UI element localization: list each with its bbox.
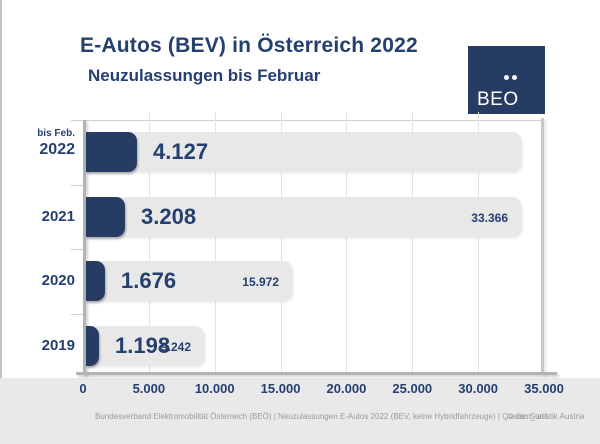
beo-logo: BEO	[468, 46, 545, 114]
bar-total-label: 33.366	[471, 210, 508, 225]
x-axis-line	[76, 372, 557, 375]
logo-dots-icon	[504, 75, 517, 80]
axis-strip	[0, 378, 600, 444]
bar-value-label: 1.676	[121, 268, 177, 293]
bar-fill	[86, 325, 99, 366]
bar-fill	[86, 132, 137, 172]
gridline	[214, 112, 216, 372]
x-tick-label: 25.000	[392, 381, 433, 396]
bar-value-label: 3.208	[141, 203, 197, 229]
bar-track	[86, 261, 293, 301]
bar-track	[86, 196, 522, 237]
axis-tick	[71, 249, 83, 250]
bar-track	[86, 325, 205, 366]
axis-tick	[71, 314, 83, 315]
axis-tick	[71, 185, 83, 186]
year-label: 2019	[41, 336, 75, 354]
gridline	[148, 112, 150, 372]
x-tick-label: 20.000	[326, 381, 367, 396]
gridline	[412, 112, 414, 372]
dot-icon	[512, 75, 517, 80]
axis-tick	[71, 120, 83, 121]
x-tick-label: 5.000	[132, 381, 166, 396]
year-label: 2021	[41, 207, 75, 225]
x-tick-label: 35.000	[524, 381, 564, 396]
dot-icon	[504, 75, 509, 80]
year-note: bis Feb.	[37, 128, 75, 139]
gridline	[280, 112, 282, 372]
page-subtitle: Neuzulassungen bis Februar	[88, 66, 321, 85]
year-label: 2022	[39, 141, 75, 158]
footer-credit-text: © com_unit	[507, 412, 548, 421]
bar-value-label: 4.127	[153, 139, 209, 164]
bar-total-label: 15.972	[242, 275, 279, 289]
x-tick-label: 10.000	[194, 381, 235, 396]
x-tick-label: 15.000	[260, 381, 301, 396]
bar-track	[86, 132, 522, 172]
year-label: 2020	[41, 272, 75, 289]
y-axis-line	[83, 120, 86, 375]
footer-source-text: Bundesverband Elektromobilität Österreic…	[95, 412, 585, 421]
plot-top-border	[76, 120, 544, 121]
bar-fill	[86, 261, 105, 301]
gridline	[346, 112, 348, 372]
plot-right-border	[541, 118, 544, 375]
left-edge-line	[0, 0, 2, 378]
x-tick-label: 30.000	[458, 381, 499, 396]
bar-value-label: 1.198	[115, 332, 171, 358]
bar-total-label: 9.242	[160, 339, 191, 354]
gridline	[478, 112, 480, 372]
x-tick-label: 0	[79, 381, 87, 396]
bar-fill	[86, 196, 125, 237]
logo-text: BEO	[477, 89, 519, 110]
page-title: E-Autos (BEV) in Österreich 2022	[80, 34, 418, 57]
